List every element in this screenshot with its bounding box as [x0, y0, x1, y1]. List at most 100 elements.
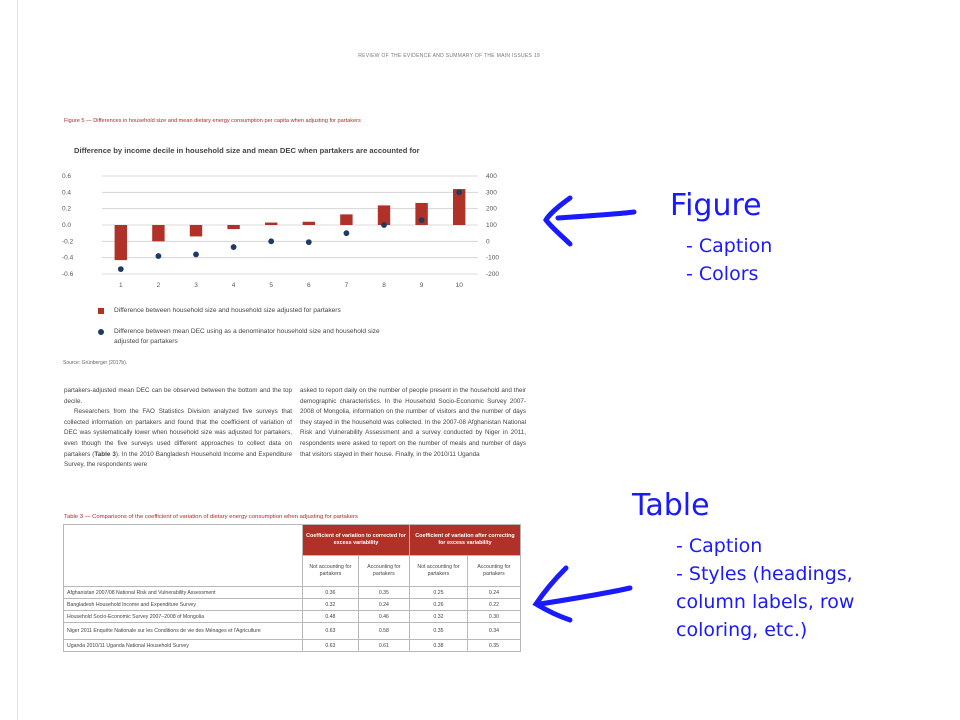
body-column-right: asked to report daily on the number of p…: [300, 386, 526, 460]
table-column-header: Accounting for partakers: [466, 555, 522, 587]
dot: [456, 189, 463, 196]
dot: [305, 239, 312, 246]
annotation-figure-title: Figure: [670, 188, 762, 223]
y2-tick-label: 200: [486, 206, 497, 213]
table-cell: 0.34: [466, 622, 522, 640]
body-text: ). In the 2010 Bangladesh Household Inco…: [64, 450, 292, 469]
annotation-item: - Caption: [676, 535, 763, 557]
y2-tick-label: 400: [486, 173, 497, 180]
annotation-arrow-figure: [543, 195, 637, 247]
y2-tick-label: -200: [486, 271, 499, 278]
table-row-label: Household Socio-Economic Survey 2007–200…: [63, 610, 303, 623]
body-column-left: partakers-adjusted mean DEC can be obser…: [64, 386, 292, 471]
table-cell: 0.35: [357, 586, 410, 599]
x-tick-label: 4: [232, 282, 236, 289]
legend-dot-series: Difference between mean DEC using as a d…: [98, 327, 404, 347]
body-paragraph: partakers-adjusted mean DEC can be obser…: [64, 387, 292, 405]
table-cell: 0.24: [466, 586, 522, 599]
table-cell: 0.25: [408, 586, 468, 599]
bar: [377, 205, 391, 225]
figure-caption: Figure 5 — Differences in household size…: [64, 118, 361, 124]
table-row-label: Afghanistan 2007/08 National Risk and Vu…: [63, 586, 303, 599]
y2-tick-label: 100: [486, 222, 497, 229]
bar: [189, 225, 203, 237]
dot: [155, 253, 162, 259]
table-group-header: Coefficient of variation after correctin…: [408, 524, 522, 556]
table-cell: 0.30: [466, 610, 522, 623]
table-cell: 0.58: [357, 622, 410, 640]
legend-bar-label: Difference between household size and ho…: [114, 307, 341, 314]
table-cell: 0.24: [357, 598, 410, 611]
annotation-table-list: - Caption - Styles (headings, column lab…: [676, 532, 854, 644]
table-cell: 0.48: [302, 610, 359, 623]
x-tick-label: 9: [420, 282, 424, 289]
table-cell: 0.32: [408, 610, 468, 623]
table-cell: 0.35: [408, 622, 468, 640]
table-group-header: Coefficient of variation to corrected fo…: [302, 524, 410, 556]
annotation-item: - Styles (headings,: [676, 563, 853, 585]
table-cell: 0.35: [466, 639, 522, 652]
x-tick-label: 8: [382, 282, 386, 289]
table-column-header-row: Not accounting for partakers Accounting …: [64, 555, 522, 587]
y-tick-label: 0.2: [62, 206, 71, 213]
annotation-item: - Caption: [686, 235, 773, 257]
bar: [227, 225, 240, 230]
y-tick-label: 0.6: [62, 173, 71, 180]
table-row: Niger 2011 Enquête Nationale sur les Con…: [63, 622, 522, 640]
y-tick-label: 0.4: [62, 189, 71, 196]
bar: [114, 225, 128, 261]
annotation-arrow-table: [532, 565, 633, 623]
annotation-item: coloring, etc.): [676, 619, 808, 641]
bar: [452, 189, 466, 225]
table-row: Uganda 2010/11 Uganda National Household…: [63, 639, 522, 652]
table-cell: 0.38: [408, 639, 468, 652]
table-column-header: Accounting for partakers: [357, 555, 410, 587]
table-cell: 0.26: [408, 598, 468, 611]
table-row-label: Uganda 2010/11 Uganda National Household…: [63, 639, 303, 652]
body-paragraph: asked to report daily on the number of p…: [300, 387, 526, 458]
table-cell: 0.36: [302, 586, 359, 599]
table-cell: 0.22: [466, 598, 522, 611]
table-cell: 0.61: [357, 639, 410, 652]
y-tick-label: -0.2: [62, 238, 74, 245]
x-tick-label: 7: [345, 282, 349, 289]
table-row-label: Bangladesh Household Income and Expendit…: [63, 598, 303, 611]
dot: [230, 244, 237, 250]
table-group-header-row: Coefficient of variation to corrected fo…: [63, 524, 522, 587]
legend-dot-swatch: [98, 329, 104, 335]
x-tick-label: 2: [157, 282, 161, 289]
chart-title: Difference by income decile in household…: [74, 146, 420, 155]
bar: [302, 221, 316, 225]
y-tick-label: 0.0: [62, 222, 71, 229]
y2-tick-label: 0: [486, 238, 490, 245]
page-left-edge: [17, 0, 18, 720]
table-3: Coefficient of variation to corrected fo…: [63, 524, 522, 652]
body-text: Researchers from the FAO Statistics Divi…: [64, 408, 292, 458]
dot: [117, 266, 124, 272]
table-row-label: Niger 2011 Enquête Nationale sur les Con…: [63, 622, 303, 640]
y2-tick-label: 300: [486, 189, 497, 196]
annotation-figure-list: - Caption - Colors: [686, 232, 772, 288]
table-reference: Table 3: [94, 450, 116, 458]
annotation-item: column labels, row: [676, 591, 855, 613]
bar: [264, 222, 278, 225]
x-tick-label: 3: [194, 282, 198, 289]
x-tick-label: 1: [119, 282, 123, 289]
dot: [418, 217, 425, 223]
table-column-header: Not accounting for partakers: [302, 555, 359, 587]
table-caption: Table 3 — Comparisons of the coefficient…: [64, 514, 358, 520]
annotation-table-title: Table: [632, 488, 710, 523]
dot: [193, 251, 199, 258]
body-paragraph: Researchers from the FAO Statistics Divi…: [64, 407, 292, 471]
bar: [415, 202, 428, 225]
dot: [343, 230, 350, 237]
table-cell: 0.32: [302, 598, 359, 611]
x-tick-label: 5: [269, 282, 273, 289]
table-column-header: Not accounting for partakers: [408, 555, 468, 587]
table-row: Bangladesh Household Income and Expendit…: [63, 598, 522, 611]
figure-source: Source: Grünberger (2017b).: [63, 360, 128, 366]
bar: [152, 225, 165, 242]
table-row: Household Socio-Economic Survey 2007–200…: [63, 610, 522, 623]
legend-bar-swatch: [98, 308, 104, 314]
dot: [381, 222, 387, 228]
